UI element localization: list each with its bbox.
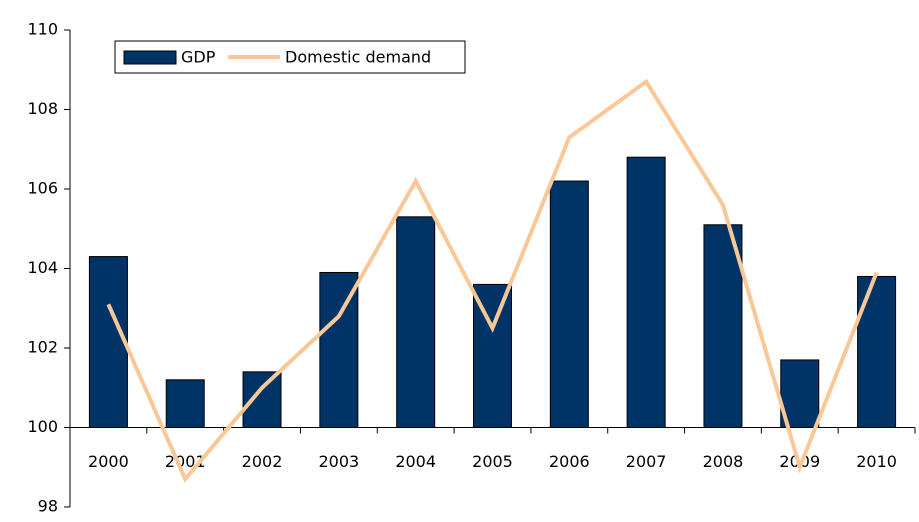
bar [88, 256, 128, 429]
x-tick-label: 2002 [242, 452, 283, 471]
bar [396, 216, 436, 428]
y-tick-label: 108 [27, 99, 58, 118]
bar [165, 379, 205, 428]
legend-label: GDP [181, 48, 216, 67]
bar [626, 156, 666, 428]
bar [473, 283, 512, 428]
bar [857, 275, 897, 429]
y-tick-label: 110 [27, 20, 58, 39]
x-tick-label: 2000 [88, 452, 129, 471]
y-tick-label: 104 [27, 258, 58, 277]
x-tick-label: 2004 [395, 452, 436, 471]
x-tick-label: 2010 [856, 452, 897, 471]
bar [703, 224, 743, 428]
bar [549, 180, 589, 428]
bar [242, 371, 282, 429]
x-tick-label: 2006 [549, 452, 590, 471]
x-tick-label: 2005 [472, 452, 513, 471]
legend-swatch [123, 50, 177, 65]
y-tick-label: 100 [27, 417, 58, 436]
x-tick-label: 2007 [626, 452, 667, 471]
line-series [106, 78, 879, 483]
legend-label: Domestic demand [285, 48, 431, 67]
x-tick-label: 2003 [319, 452, 360, 471]
bar [780, 359, 820, 428]
y-tick-label: 106 [27, 179, 58, 198]
x-tick-label: 2008 [703, 452, 744, 471]
y-tick-label: 98 [38, 497, 58, 516]
bar [319, 271, 359, 428]
y-tick-label: 102 [27, 338, 58, 357]
